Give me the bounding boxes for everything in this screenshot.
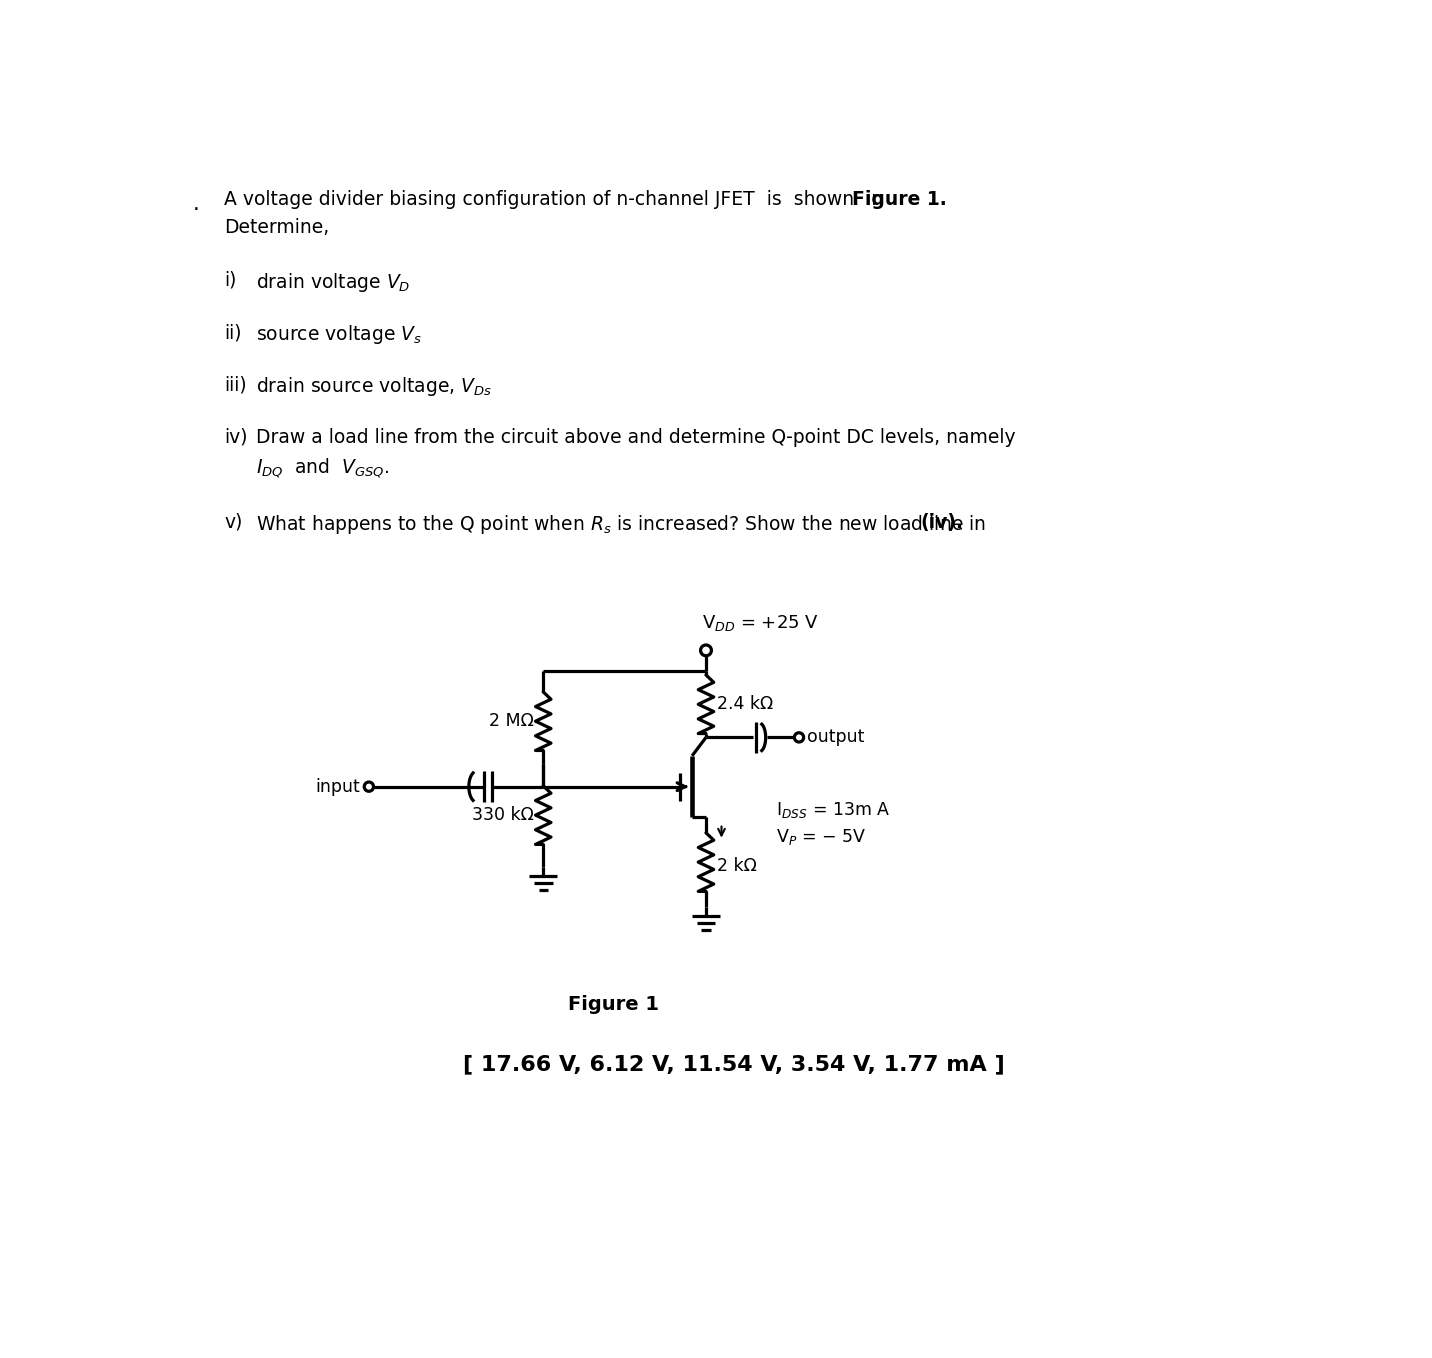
Text: 330 kΩ: 330 kΩ [473,807,534,824]
Text: ii): ii) [223,323,242,342]
Text: A voltage divider biasing configuration of n‐channel JFET  is  shown  in: A voltage divider biasing configuration … [223,190,895,209]
Text: v): v) [223,512,242,531]
Text: i): i) [223,270,236,289]
Text: Figure 1: Figure 1 [567,994,659,1013]
Text: 2.4 kΩ: 2.4 kΩ [717,695,773,713]
Text: iv): iv) [223,428,248,447]
Text: Figure 1.: Figure 1. [852,190,947,209]
Text: drain voltage $V_D$: drain voltage $V_D$ [256,270,411,293]
Text: [ 17.66 V, 6.12 V, 11.54 V, 3.54 V, 1.77 mA ]: [ 17.66 V, 6.12 V, 11.54 V, 3.54 V, 1.77… [463,1055,1005,1074]
Text: Draw a load line from the circuit above and determine Q‐point DC levels, namely: Draw a load line from the circuit above … [256,428,1017,447]
Text: .: . [193,194,200,213]
Text: $I_{DQ}$  and  $V_{GSQ}$.: $I_{DQ}$ and $V_{GSQ}$. [256,458,390,481]
Text: Determine,: Determine, [223,217,329,236]
Text: iii): iii) [223,375,246,394]
Text: output: output [806,728,863,747]
Text: (iv).: (iv). [919,512,962,531]
Text: What happens to the Q point when $R_s$ is increased? Show the new load line in: What happens to the Q point when $R_s$ i… [256,512,988,535]
Text: input: input [315,778,361,796]
Text: 2 kΩ: 2 kΩ [717,857,756,875]
Text: 2 MΩ: 2 MΩ [490,712,534,731]
Text: drain source voltage, $V_{Ds}$: drain source voltage, $V_{Ds}$ [256,375,493,398]
Text: source voltage $V_s$: source voltage $V_s$ [256,323,422,346]
Text: V$_P$ = − 5V: V$_P$ = − 5V [776,827,866,846]
Text: I$_{DSS}$ = 13m A: I$_{DSS}$ = 13m A [776,800,891,820]
Text: V$_{DD}$ = +25 V: V$_{DD}$ = +25 V [702,614,819,633]
